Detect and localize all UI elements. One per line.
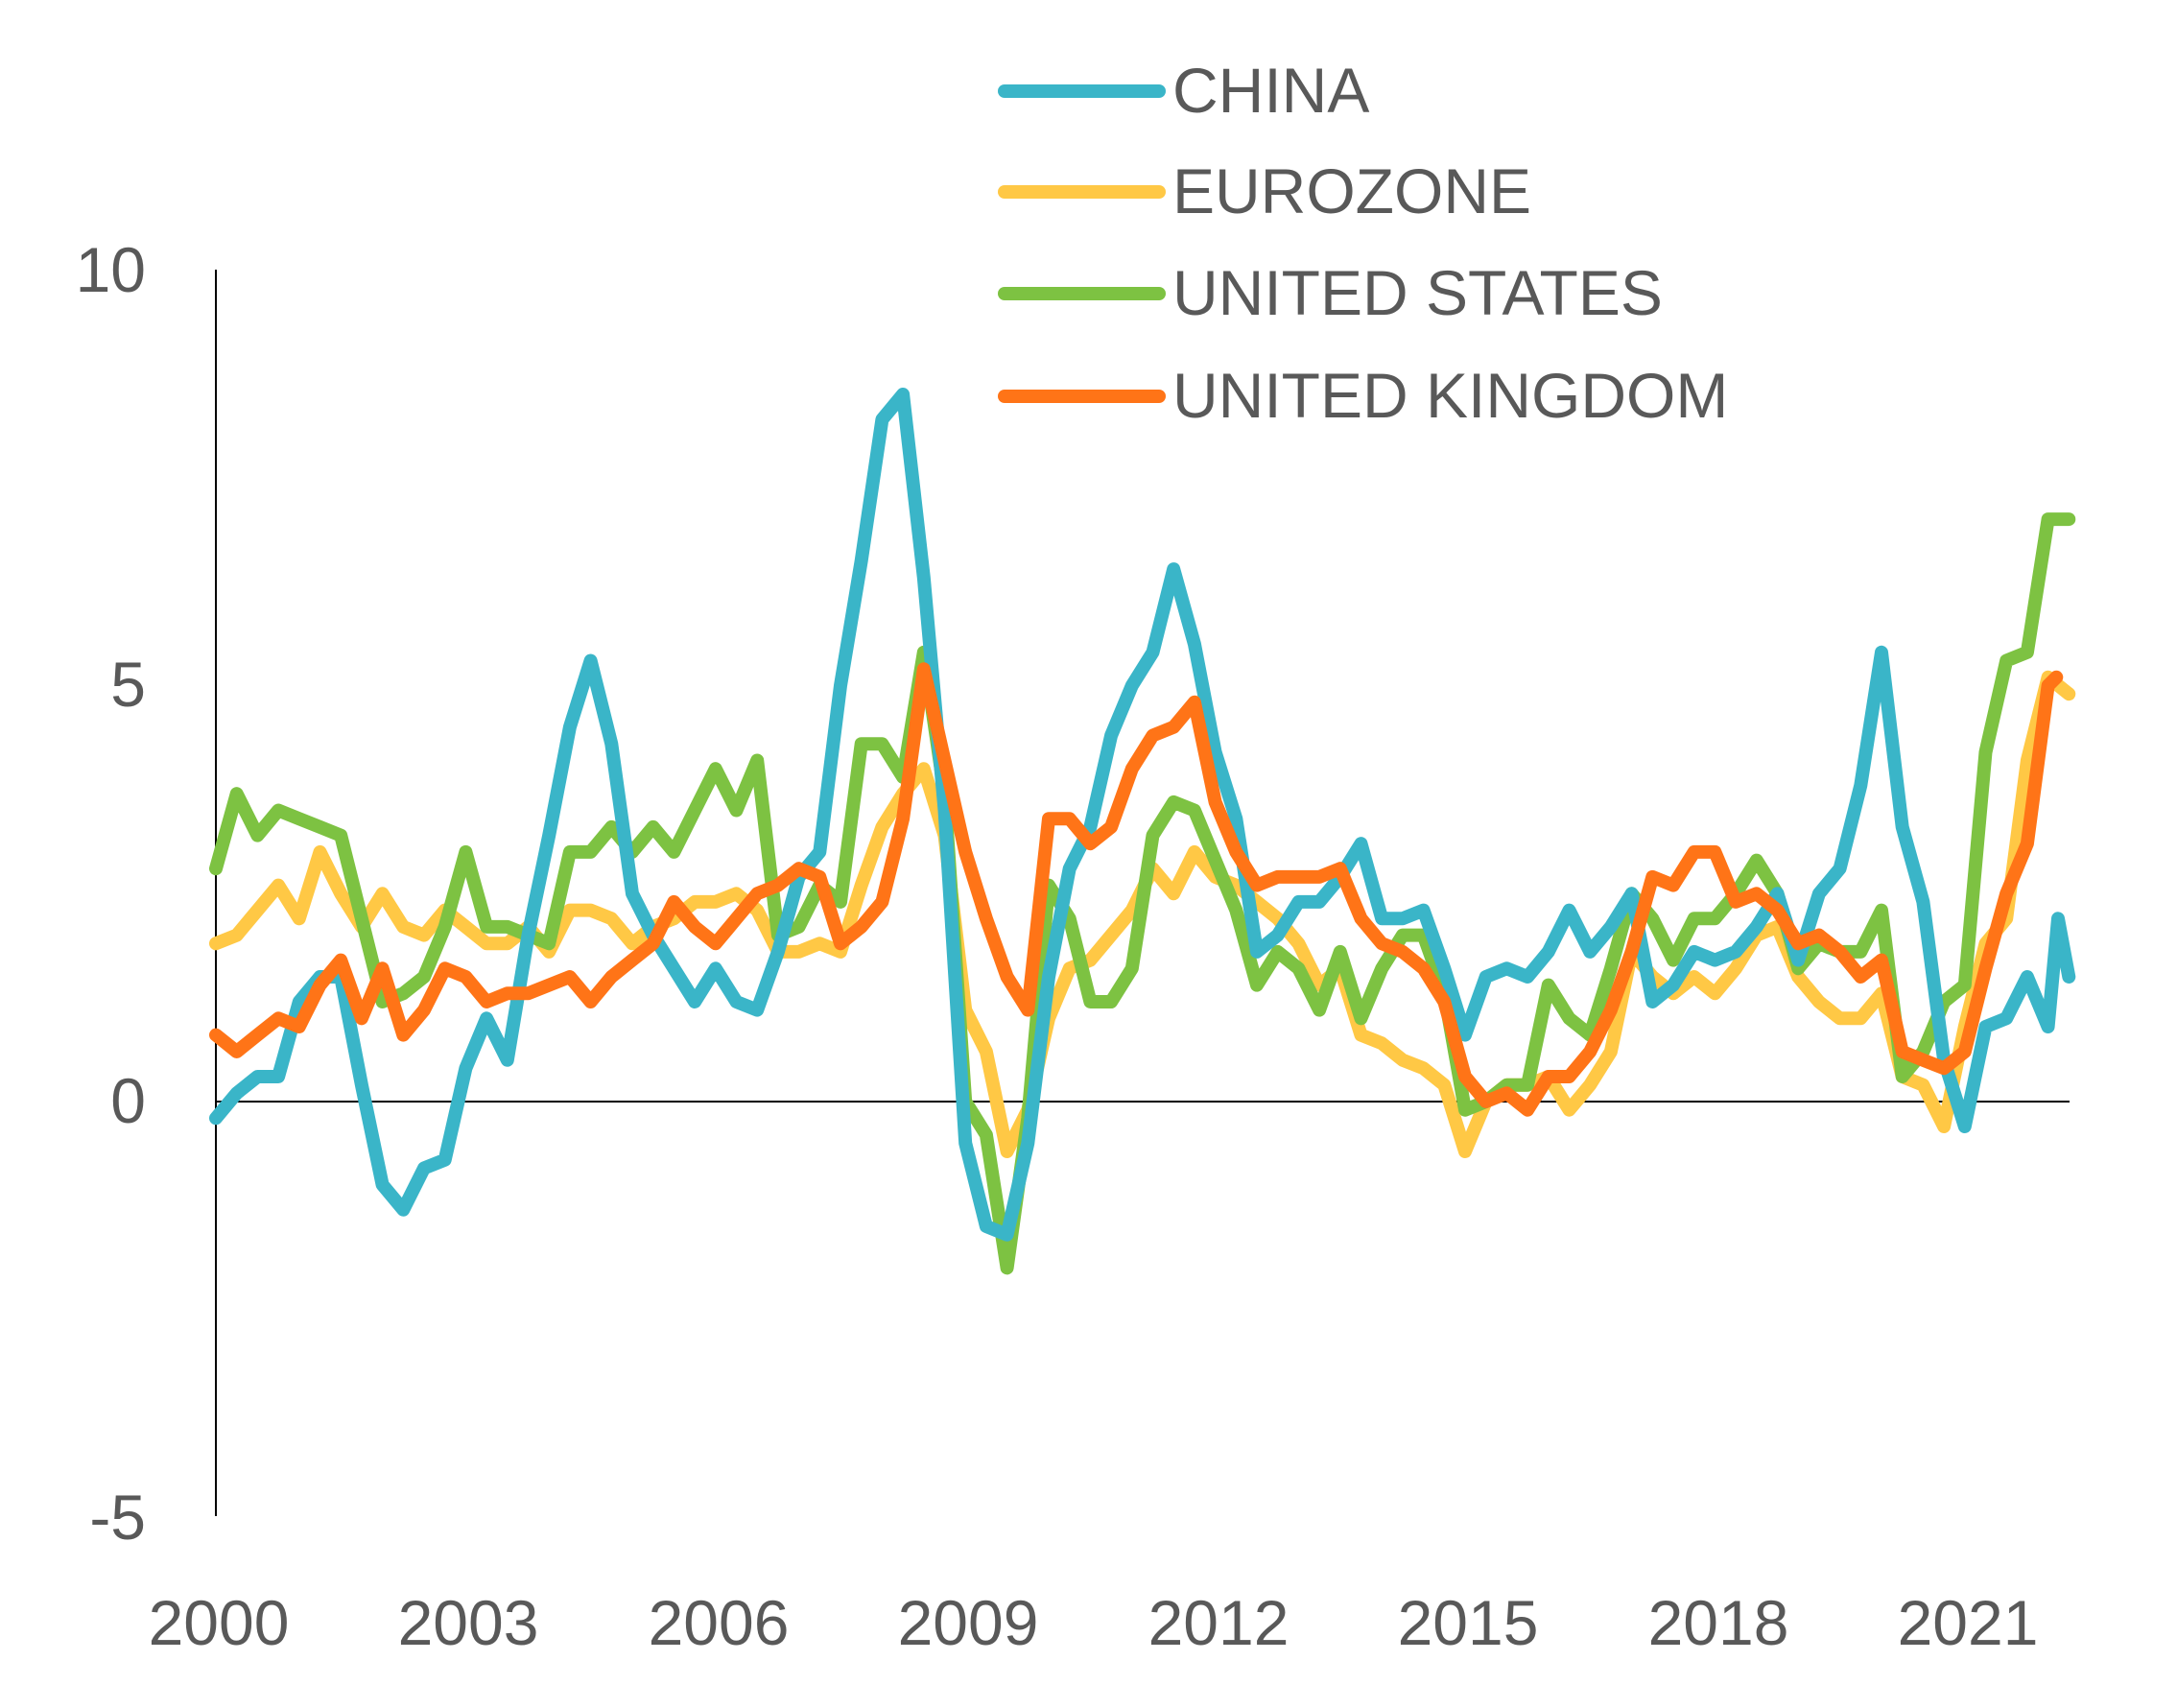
legend-item-eurozone: EUROZONE <box>998 155 1531 226</box>
x-tick-label: 2009 <box>898 1587 1039 1658</box>
legend: CHINA EUROZONE UNITED STATES UNITED KING… <box>998 55 1728 431</box>
x-tick-label: 2006 <box>649 1587 790 1658</box>
legend-label-eurozone: EUROZONE <box>1172 155 1531 226</box>
legend-item-united-kingdom: UNITED KINGDOM <box>998 360 1728 431</box>
series-lines <box>209 388 2076 1275</box>
y-tick-label: 10 <box>76 234 146 305</box>
series-line-united-states <box>209 512 2076 1275</box>
legend-label-united-kingdom: UNITED KINGDOM <box>1172 360 1728 431</box>
x-tick-label: 2003 <box>398 1587 539 1658</box>
y-axis-tick-labels: 10 5 0 -5 <box>76 234 146 1553</box>
x-tick-label: 2012 <box>1148 1587 1290 1658</box>
series-line-china <box>209 388 2076 1242</box>
x-tick-label: 2021 <box>1898 1587 2039 1658</box>
legend-item-united-states: UNITED STATES <box>998 257 1663 328</box>
x-tick-label: 2015 <box>1398 1587 1539 1658</box>
x-tick-label: 2000 <box>149 1587 290 1658</box>
legend-item-china: CHINA <box>998 55 1369 126</box>
x-tick-label: 2018 <box>1648 1587 1789 1658</box>
x-axis-tick-labels: 2000 2003 2006 2009 2012 2015 2018 2021 <box>149 1587 2039 1658</box>
y-tick-label: 0 <box>110 1065 146 1136</box>
y-tick-label: -5 <box>89 1482 146 1553</box>
legend-label-united-states: UNITED STATES <box>1172 257 1663 328</box>
series-line-united-kingdom <box>209 662 2064 1117</box>
y-tick-label: 5 <box>110 649 146 720</box>
legend-label-china: CHINA <box>1172 55 1369 126</box>
